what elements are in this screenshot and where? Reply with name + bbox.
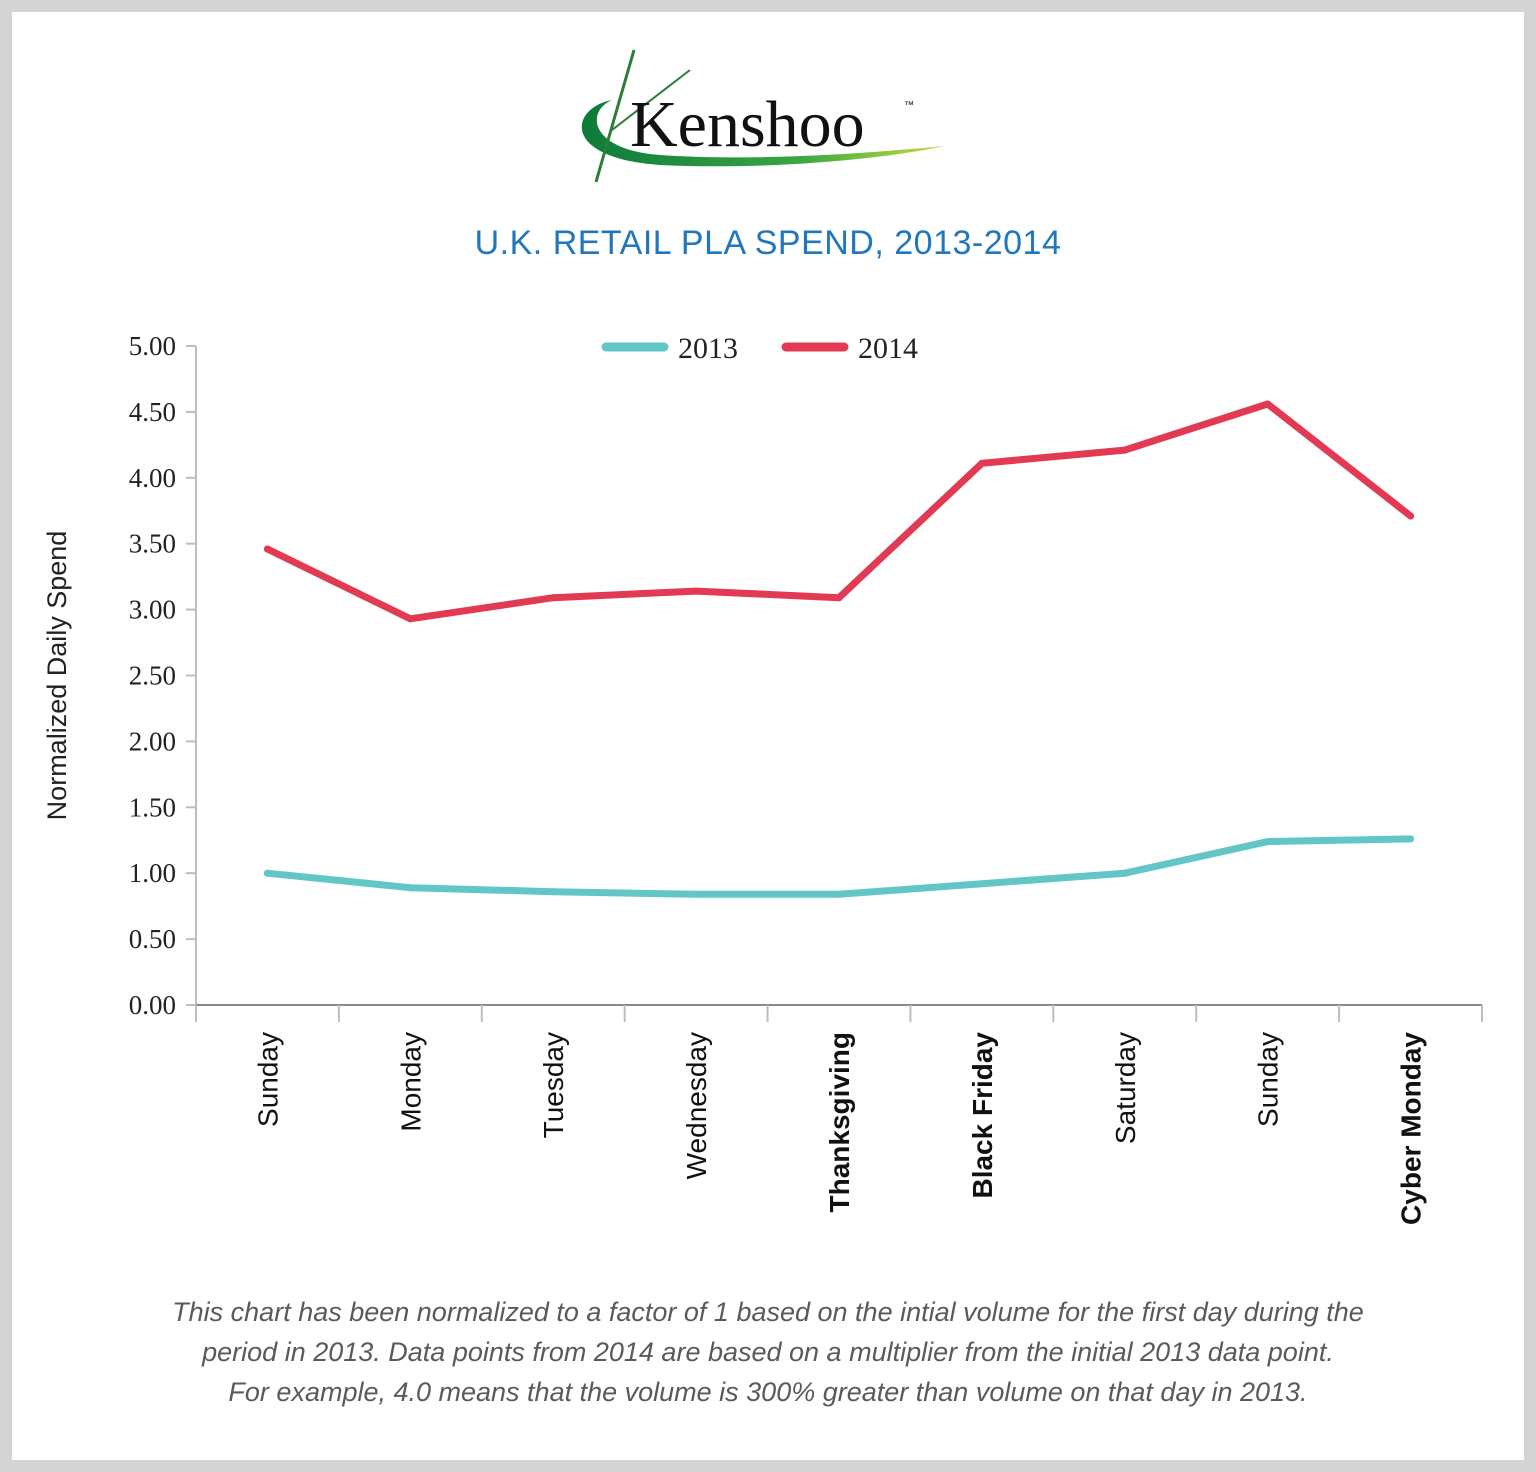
data-point-2013 (263, 869, 271, 877)
y-tick-label: 0.00 (129, 990, 176, 1020)
footnote-line-3: For example, 4.0 means that the volume i… (228, 1377, 1308, 1407)
y-tick-label: 1.00 (129, 858, 176, 888)
x-tick-label: Sunday (252, 1032, 283, 1127)
data-point-2013 (406, 884, 414, 892)
y-tick-label: 4.00 (129, 463, 176, 493)
chart-title: U.K. RETAIL PLA SPEND, 2013-2014 (474, 224, 1062, 262)
data-point-2014 (1121, 446, 1129, 454)
y-tick-label: 2.00 (129, 726, 176, 756)
data-point-2014 (263, 545, 271, 553)
kenshoo-logo: Kenshoo ™ (581, 49, 945, 183)
y-tick-label: 4.50 (129, 397, 176, 427)
data-point-2013 (1264, 838, 1272, 846)
data-point-2014 (978, 459, 986, 467)
data-point-2014 (1407, 512, 1415, 520)
x-tick-label: Monday (395, 1032, 426, 1132)
y-tick-label: 1.50 (129, 792, 176, 822)
data-point-2013 (1121, 869, 1129, 877)
logo-stroke-small (611, 69, 691, 131)
y-tick-label: 3.00 (129, 595, 176, 625)
footnote-line-2: period in 2013. Data points from 2014 ar… (202, 1337, 1334, 1367)
y-tick-label: 0.50 (129, 924, 176, 954)
x-tick-label: Sunday (1253, 1032, 1284, 1127)
data-point-2014 (1264, 400, 1272, 408)
data-point-2013 (978, 880, 986, 888)
data-point-2014 (835, 594, 843, 602)
y-tick-label: 5.00 (129, 331, 176, 361)
y-axis-title: Normalized Daily Spend (42, 531, 72, 821)
logo-stroke (594, 49, 636, 183)
y-tick-label: 2.50 (129, 661, 176, 691)
x-tick-label: Tuesday (538, 1032, 569, 1138)
line-chart: 0.00 0.50 1.00 1.50 2.00 2.50 3.00 3.50 4.00 4.50… (42, 331, 1483, 1225)
data-point-2014 (692, 587, 700, 595)
series-line-2013 (263, 835, 1415, 898)
x-tick-label: Cyber Monday (1396, 1032, 1427, 1225)
data-point-2013 (692, 890, 700, 898)
legend: 2013 2014 (601, 332, 918, 365)
data-point-2013 (835, 890, 843, 898)
series (263, 400, 1415, 898)
data-point-2014 (549, 594, 557, 602)
footnote: This chart has been normalized to a fact… (60, 1292, 1476, 1412)
x-tick-label: Black Friday (967, 1032, 998, 1199)
data-point-2013 (1407, 835, 1415, 843)
data-point-2014 (406, 615, 414, 623)
data-point-2013 (549, 888, 557, 896)
y-tick-label: 3.50 (129, 529, 176, 559)
x-tick-label: Wednesday (681, 1032, 712, 1179)
series-line-2014 (263, 400, 1415, 623)
logo-wordmark: Kenshoo (630, 88, 865, 161)
x-tick-label: Saturday (1110, 1032, 1141, 1144)
legend-label-2014: 2014 (858, 332, 918, 365)
footnote-line-1: This chart has been normalized to a fact… (172, 1297, 1364, 1327)
x-tick-label: Thanksgiving (824, 1032, 855, 1212)
chart-card (12, 12, 1524, 1460)
logo-trademark: ™ (904, 100, 914, 111)
legend-label-2013: 2013 (678, 332, 738, 365)
axes: 0.00 0.50 1.00 1.50 2.00 2.50 3.00 3.50 4.00 4.50… (42, 331, 1483, 1225)
